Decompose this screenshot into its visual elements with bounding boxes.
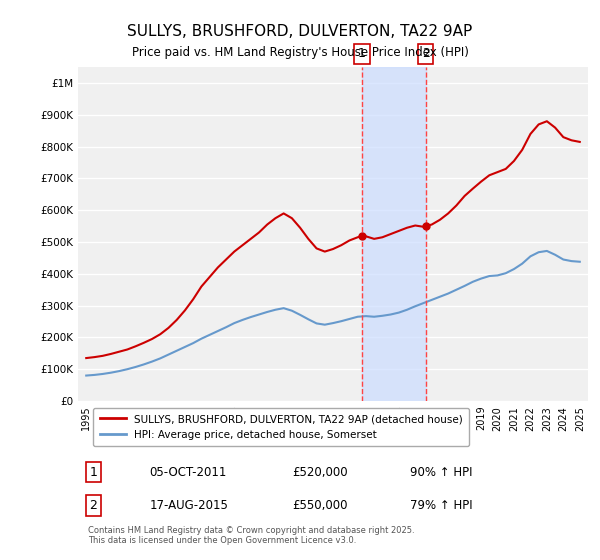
Text: Price paid vs. HM Land Registry's House Price Index (HPI): Price paid vs. HM Land Registry's House … — [131, 46, 469, 59]
Text: SULLYS, BRUSHFORD, DULVERTON, TA22 9AP: SULLYS, BRUSHFORD, DULVERTON, TA22 9AP — [127, 24, 473, 39]
Text: 79% ↑ HPI: 79% ↑ HPI — [409, 499, 472, 512]
Text: Contains HM Land Registry data © Crown copyright and database right 2025.
This d: Contains HM Land Registry data © Crown c… — [88, 526, 415, 545]
Legend: SULLYS, BRUSHFORD, DULVERTON, TA22 9AP (detached house), HPI: Average price, det: SULLYS, BRUSHFORD, DULVERTON, TA22 9AP (… — [94, 408, 469, 446]
Text: £520,000: £520,000 — [292, 465, 348, 479]
Bar — [362, 67, 425, 401]
Text: 1: 1 — [89, 465, 97, 479]
Text: 1: 1 — [358, 47, 366, 60]
Text: 2: 2 — [89, 499, 97, 512]
Text: 05-OCT-2011: 05-OCT-2011 — [149, 465, 227, 479]
Text: 17-AUG-2015: 17-AUG-2015 — [149, 499, 228, 512]
Text: 2: 2 — [422, 47, 430, 60]
Text: 90% ↑ HPI: 90% ↑ HPI — [409, 465, 472, 479]
Text: £550,000: £550,000 — [292, 499, 348, 512]
